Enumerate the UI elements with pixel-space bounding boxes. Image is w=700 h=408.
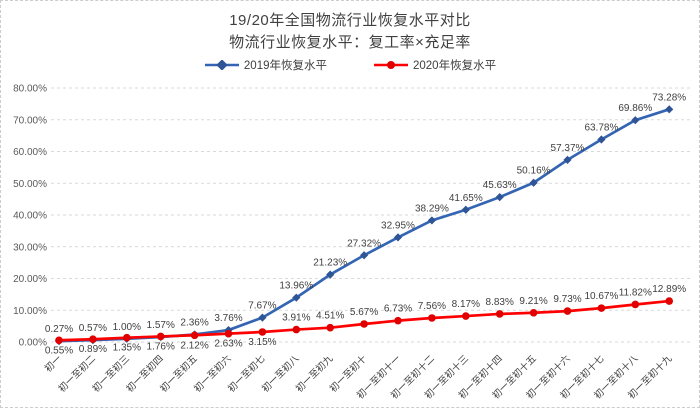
data-label: 1.00%: [113, 322, 141, 333]
data-point-marker: [394, 316, 402, 325]
data-point-marker: [292, 325, 301, 334]
legend-item-2019: 2019年恢复水平: [204, 57, 327, 73]
data-point-marker: [597, 304, 606, 312]
legend-item-2020: 2020年恢复水平: [373, 57, 496, 73]
data-label: 32.95%: [381, 220, 415, 231]
data-label: 10.67%: [584, 291, 618, 302]
legend-label-2019: 2019年恢复水平: [243, 60, 327, 72]
data-point-marker: [224, 329, 233, 338]
data-point-marker: [665, 297, 673, 305]
data-label: 9.73%: [553, 294, 581, 305]
data-point-marker: [495, 310, 504, 318]
data-label: 38.29%: [415, 203, 449, 214]
chart-subtitle: 物流行业恢复水平：复工率×充足率: [229, 34, 471, 51]
data-point-marker: [427, 216, 437, 225]
y-axis-tick-label: 80.00%: [13, 84, 47, 95]
data-label: 3.15%: [248, 337, 276, 348]
data-label: 7.67%: [248, 301, 276, 312]
data-label: 3.76%: [214, 313, 242, 324]
legend: 2019年恢复水平 2020年恢复水平: [1, 57, 699, 73]
data-point-marker: [123, 333, 131, 342]
data-point-marker: [563, 307, 572, 315]
data-point-marker: [55, 336, 63, 345]
data-point-marker: [461, 205, 470, 214]
data-label: 1.76%: [147, 341, 175, 352]
data-point-marker: [359, 251, 369, 260]
data-label: 45.63%: [483, 180, 517, 191]
data-label: 1.35%: [113, 343, 141, 354]
data-point-marker: [156, 332, 165, 341]
data-label: 73.28%: [652, 92, 686, 103]
chart-title: 19/20年全国物流行业恢复水平对比: [229, 12, 471, 29]
data-label: 4.51%: [316, 311, 344, 322]
data-label: 0.55%: [45, 345, 73, 356]
data-label: 41.65%: [449, 193, 483, 204]
data-point-marker: [360, 320, 368, 328]
data-label: 3.91%: [282, 313, 310, 324]
legend-label-2020: 2020年恢复水平: [413, 60, 497, 72]
data-label: 50.16%: [517, 166, 551, 177]
data-label: 0.89%: [79, 344, 107, 355]
data-label: 57.37%: [551, 143, 585, 154]
data-label: 2.63%: [214, 339, 242, 350]
data-point-marker: [665, 105, 674, 114]
y-axis-tick-label: 0.00%: [19, 338, 47, 349]
data-label: 1.57%: [147, 320, 175, 331]
data-label: 27.32%: [347, 238, 381, 249]
data-point-marker: [462, 312, 470, 320]
data-label: 9.21%: [519, 296, 547, 307]
data-point-marker: [258, 328, 267, 336]
data-label: 0.57%: [79, 323, 107, 334]
data-point-marker: [89, 335, 97, 343]
y-axis-tick-label: 20.00%: [13, 274, 47, 285]
data-label: 2.12%: [180, 340, 208, 351]
legend-marker-2019-icon: [204, 60, 240, 70]
data-label: 13.96%: [279, 281, 313, 292]
data-point-marker: [495, 193, 504, 202]
data-label: 11.82%: [619, 287, 652, 298]
data-label: 8.17%: [452, 299, 480, 310]
data-label: 0.27%: [45, 324, 73, 335]
y-axis-tick-label: 10.00%: [13, 306, 47, 317]
data-point-marker: [292, 293, 301, 302]
data-point-marker: [631, 300, 640, 309]
data-point-marker: [258, 313, 267, 322]
data-point-marker: [597, 135, 606, 144]
y-axis-tick-label: 40.00%: [13, 211, 47, 222]
data-label: 8.83%: [486, 297, 514, 308]
data-point-marker: [428, 314, 436, 322]
y-axis-tick-label: 30.00%: [13, 242, 47, 253]
data-label: 5.67%: [350, 307, 378, 318]
data-label: 63.78%: [584, 122, 618, 133]
data-label: 2.36%: [180, 318, 208, 329]
legend-marker-2020-icon: [373, 60, 409, 70]
y-axis-tick-label: 60.00%: [13, 147, 47, 158]
y-axis-tick-label: 70.00%: [13, 115, 47, 126]
data-label: 69.86%: [618, 103, 652, 114]
data-point-marker: [529, 308, 538, 317]
data-point-marker: [326, 323, 335, 332]
data-label: 12.89%: [652, 284, 686, 295]
y-axis-tick-label: 50.00%: [13, 179, 47, 190]
data-label: 21.23%: [313, 258, 347, 269]
data-label: 6.73%: [384, 304, 412, 315]
data-point-marker: [190, 331, 199, 340]
data-point-marker: [393, 233, 403, 242]
data-label: 7.56%: [418, 301, 446, 312]
